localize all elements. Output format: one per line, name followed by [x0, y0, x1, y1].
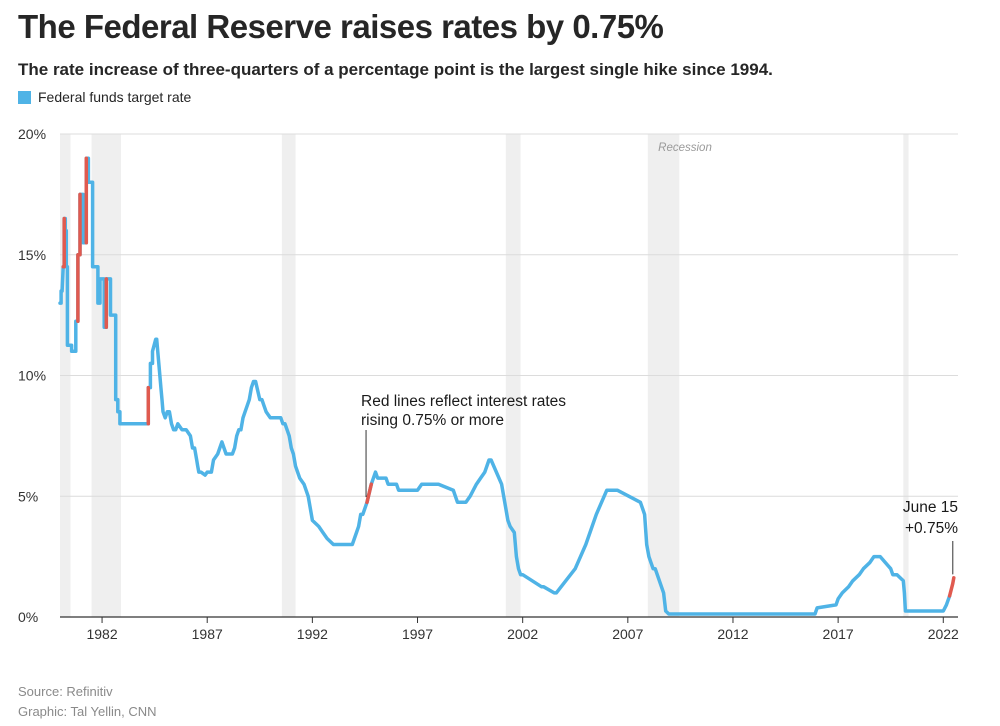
source-text: Source: Refinitiv	[18, 684, 113, 699]
x-tick-label: 2007	[612, 626, 643, 642]
legend-label: Federal funds target rate	[38, 89, 192, 105]
series-line	[58, 156, 952, 616]
grid-lines	[60, 133, 958, 497]
series-layer	[58, 156, 952, 616]
y-tick-label: 15%	[18, 247, 46, 263]
x-tick-label: 2022	[928, 626, 959, 642]
red-segment	[61, 216, 66, 269]
x-tick-label: 2012	[717, 626, 748, 642]
x-tick-label: 1982	[86, 626, 117, 642]
y-tick-label: 10%	[18, 368, 46, 384]
x-axis: 1982 1987 1992 1997 2002 2007 2012 2017 2022	[60, 616, 959, 642]
y-tick-label: 20%	[18, 126, 46, 142]
chart-subtitle: The rate increase of three-quarters of a…	[18, 60, 773, 79]
x-tick-label: 2017	[823, 626, 854, 642]
y-tick-label: 5%	[18, 488, 38, 504]
credit-text: Graphic: Tal Yellin, CNN	[18, 704, 157, 719]
recession-label: Recession	[658, 142, 712, 154]
annotations: Red lines reflect interest rates rising 0…	[361, 393, 958, 575]
x-tick-label: 1997	[402, 626, 433, 642]
legend: Federal funds target rate	[18, 89, 191, 105]
y-tick-label: 0%	[18, 609, 38, 625]
legend-swatch	[18, 90, 31, 104]
red-segment	[947, 576, 956, 598]
x-tick-label: 1992	[297, 626, 328, 642]
annotation-text: +0.75%	[905, 520, 958, 537]
red-highlight-segments	[61, 156, 956, 598]
x-tick-label: 2002	[507, 626, 538, 642]
chart-title: The Federal Reserve raises rates by 0.75…	[18, 8, 664, 45]
y-axis-tick-labels: 0% 5% 10% 15% 20%	[18, 126, 46, 625]
annotation-text: Red lines reflect interest rates	[361, 393, 566, 410]
x-tick-label: 1987	[192, 626, 223, 642]
red-segment	[365, 482, 374, 505]
annotation-text: June 15	[903, 499, 958, 516]
red-segment	[76, 192, 82, 323]
annotation-text: rising 0.75% or more	[361, 412, 504, 429]
